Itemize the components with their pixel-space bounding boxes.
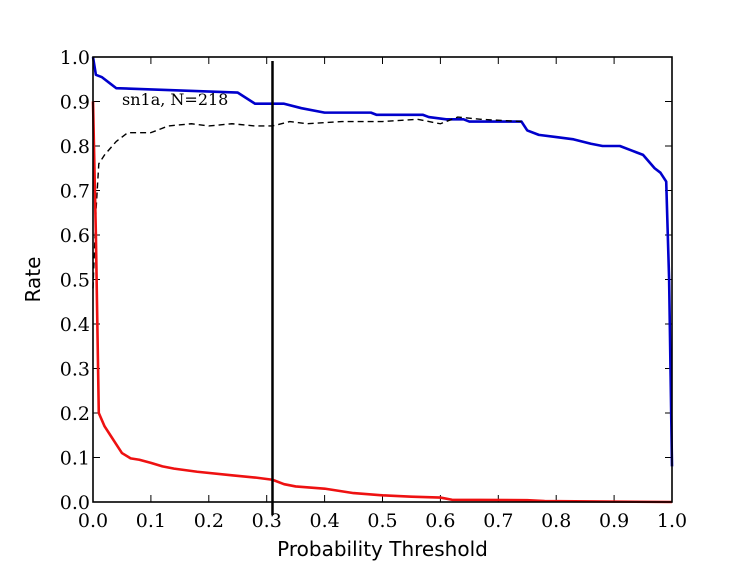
series-line-0 [91, 56, 674, 467]
x-tick-label: 0.3 [252, 510, 282, 532]
y-tick-label: 0.2 [60, 403, 90, 425]
y-tick-label: 0.0 [60, 492, 90, 514]
x-tick-label: 0.9 [599, 510, 629, 532]
y-tick-label: 0.4 [60, 314, 90, 336]
axis-ticks [92, 56, 673, 503]
series-line-2 [91, 101, 673, 504]
tick-labels: 0.0 0.1 0.2 0.3 0.4 0.5 0.6 0.7 0.8 0.9 1.0 0.0 0.1 0… [60, 47, 687, 532]
x-tick-label: 0.2 [194, 510, 224, 532]
y-tick-label: 0.1 [60, 448, 90, 470]
annotation-label: sn1a, N=218 [122, 90, 228, 109]
y-tick-label: 0.8 [60, 136, 90, 158]
y-axis-label: Rate [21, 257, 45, 303]
series-line-1 [92, 116, 522, 289]
y-tick-label: 0.3 [60, 359, 90, 381]
x-tick-label: 0.8 [541, 510, 571, 532]
plot-frame [92, 56, 673, 503]
y-tick-label: 0.5 [60, 270, 90, 292]
x-tick-label: 0.1 [136, 510, 166, 532]
y-tick-label: 0.9 [60, 92, 90, 114]
y-tick-label: 0.6 [60, 225, 90, 247]
x-tick-label: 0.0 [78, 510, 108, 532]
x-tick-label: 0.7 [483, 510, 513, 532]
x-tick-label: 0.6 [425, 510, 455, 532]
series-layer [91, 56, 674, 504]
x-axis-label: Probability Threshold [277, 537, 488, 561]
y-tick-label: 1.0 [60, 47, 90, 69]
x-tick-label: 0.5 [367, 510, 397, 532]
y-tick-label: 0.7 [60, 181, 90, 203]
x-tick-label: 0.4 [309, 510, 339, 532]
x-tick-label: 1.0 [657, 510, 687, 532]
